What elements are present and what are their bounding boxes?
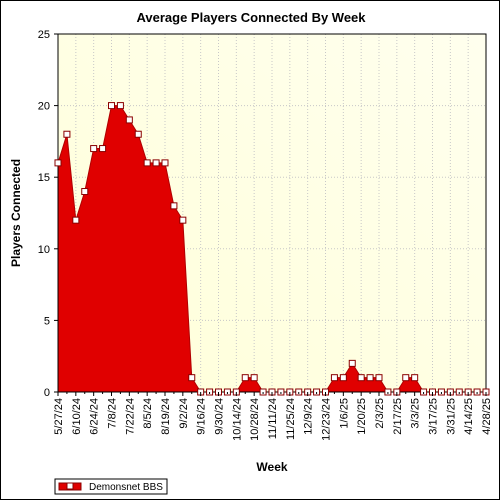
data-point xyxy=(125,116,133,124)
data-point xyxy=(99,145,107,153)
data-point xyxy=(348,359,356,367)
data-point xyxy=(72,216,80,224)
x-tick-label: 11/11/24 xyxy=(267,398,279,439)
y-tick-label: 20 xyxy=(38,101,50,113)
x-tick-label: 8/19/24 xyxy=(160,398,172,435)
legend: Demonsnet BBS xyxy=(54,478,168,495)
data-point xyxy=(402,374,410,382)
data-point xyxy=(188,374,196,382)
x-tick-label: 12/9/24 xyxy=(303,398,315,435)
y-axis-title: Players Connected xyxy=(9,159,23,267)
data-point xyxy=(161,159,169,167)
data-point xyxy=(116,102,124,110)
legend-box xyxy=(54,478,168,495)
data-point xyxy=(179,216,187,224)
data-point xyxy=(63,130,71,138)
x-tick-label: 8/5/24 xyxy=(142,398,154,429)
data-point xyxy=(152,159,160,167)
data-point xyxy=(108,102,115,110)
data-point xyxy=(170,202,178,210)
x-tick-label: 11/25/24 xyxy=(285,398,297,440)
data-point xyxy=(81,188,89,196)
x-tick-label: 1/6/25 xyxy=(338,398,350,429)
x-tick-label: 12/23/24 xyxy=(321,398,333,441)
data-point xyxy=(143,159,151,167)
legend-marker xyxy=(66,482,74,490)
data-point xyxy=(366,374,374,382)
y-tick-label: 0 xyxy=(44,387,50,399)
data-point xyxy=(54,159,62,167)
data-point xyxy=(330,374,338,382)
y-tick-label: 10 xyxy=(38,244,50,256)
x-tick-label: 3/17/25 xyxy=(428,398,440,435)
x-tick-label: 10/28/24 xyxy=(249,398,261,441)
data-point xyxy=(339,374,347,382)
x-tick-label: 6/10/24 xyxy=(71,398,83,435)
x-tick-label: 9/16/24 xyxy=(196,398,208,435)
x-tick-label: 1/20/25 xyxy=(356,398,368,435)
data-point xyxy=(134,130,142,138)
data-point xyxy=(241,374,249,382)
data-point xyxy=(90,145,98,153)
y-axis: 0 5 10 15 20 25 xyxy=(38,29,58,399)
x-tick-label: 3/31/25 xyxy=(445,398,457,435)
data-point xyxy=(375,374,383,382)
x-tick-label: 7/8/24 xyxy=(107,398,119,429)
x-tick-label: 4/14/25 xyxy=(463,398,475,435)
x-tick-label: 10/14/24 xyxy=(231,398,243,441)
data-point xyxy=(411,374,419,382)
series-area-fill xyxy=(58,105,486,392)
x-axis: 5/27/24 6/10/24 6/24/24 7/8/24 7/22/24 8/5/24… xyxy=(53,392,493,441)
y-tick-label: 25 xyxy=(38,29,50,41)
x-tick-label: 6/24/24 xyxy=(89,398,101,435)
data-point xyxy=(250,374,258,382)
x-tick-label: 5/27/24 xyxy=(53,398,65,435)
chart-title: Average Players Connected By Week xyxy=(136,10,366,25)
x-tick-label: 2/3/25 xyxy=(374,398,386,429)
grid-lines xyxy=(58,34,486,392)
x-tick-label: 9/30/24 xyxy=(214,398,226,435)
y-tick-label: 15 xyxy=(38,172,50,184)
x-tick-label: 4/28/25 xyxy=(481,398,493,435)
y-tick-label: 5 xyxy=(44,315,50,327)
data-point xyxy=(357,374,365,382)
x-tick-label: 2/17/25 xyxy=(392,398,404,435)
x-tick-label: 7/22/24 xyxy=(124,398,136,435)
legend-label: Demonsnet BBS xyxy=(89,482,163,493)
x-tick-label: 3/3/25 xyxy=(410,398,422,429)
x-axis-title: Week xyxy=(256,460,287,474)
x-tick-label: 9/2/24 xyxy=(178,398,190,429)
